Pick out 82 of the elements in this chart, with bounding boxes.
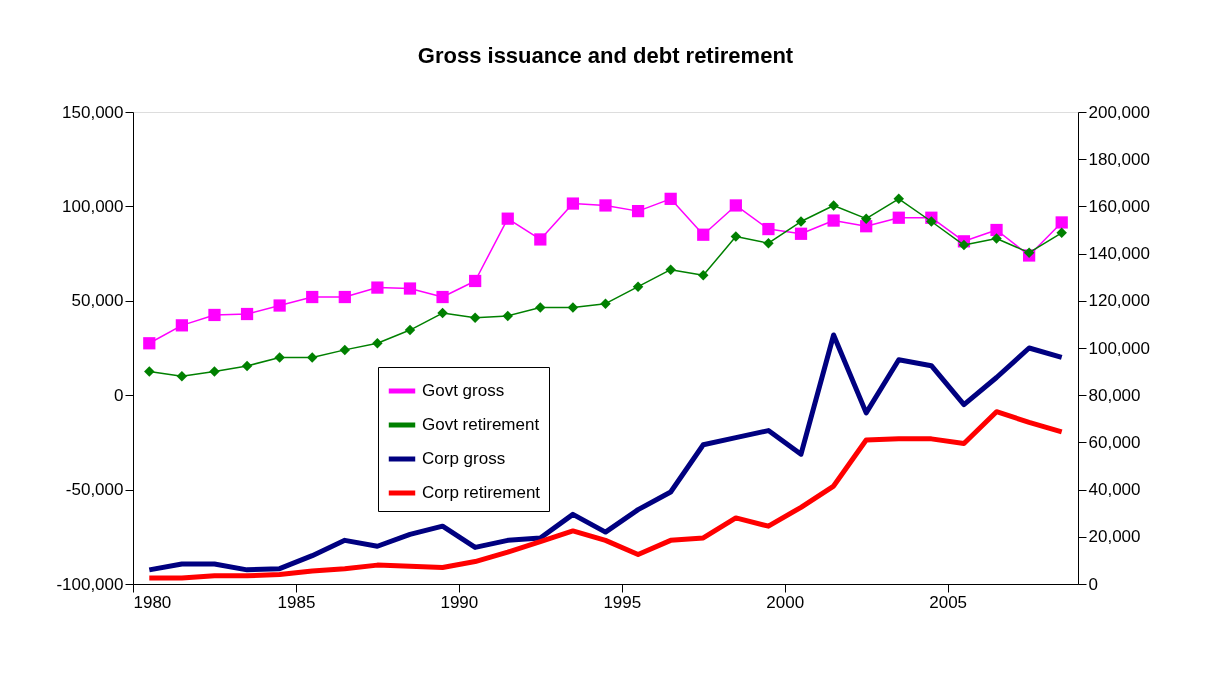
y2-tick-label: 40,000	[1088, 480, 1141, 500]
point	[892, 211, 905, 224]
point	[306, 352, 318, 363]
y2-tick-label: 20,000	[1088, 527, 1141, 547]
point	[795, 216, 807, 227]
y2-tick-label: 140,000	[1088, 244, 1150, 264]
point	[469, 274, 482, 288]
point	[566, 197, 580, 210]
point	[631, 205, 645, 218]
y-tick-label: 150,000	[62, 102, 124, 122]
point	[600, 298, 611, 309]
point	[144, 366, 155, 377]
point	[241, 360, 253, 372]
x-tick-label: 2000	[766, 592, 805, 612]
point	[567, 302, 579, 313]
legend-label: Govt gross	[422, 381, 505, 400]
point	[698, 270, 709, 281]
point	[1056, 227, 1067, 239]
point	[893, 193, 905, 205]
point	[372, 338, 383, 349]
x-tick-label: 1985	[277, 592, 316, 612]
y2-tick-label: 60,000	[1088, 432, 1141, 452]
point	[175, 319, 188, 332]
legend-label: Corp retirement	[422, 483, 541, 502]
point	[176, 371, 188, 382]
y2-tick-label: 160,000	[1088, 196, 1150, 216]
point	[502, 310, 513, 322]
point	[665, 264, 676, 275]
legend-label: Corp gross	[422, 449, 506, 468]
y2-tick-label: 0	[1088, 574, 1098, 594]
point	[436, 290, 449, 304]
point	[371, 281, 384, 294]
x-tick-label: 1995	[603, 592, 642, 612]
point	[209, 366, 220, 377]
point	[273, 299, 286, 312]
point	[143, 337, 156, 350]
point	[697, 228, 710, 241]
y-tick-label: -100,000	[56, 574, 124, 594]
y-tick-label: 50,000	[71, 291, 124, 311]
point	[240, 307, 254, 321]
y-tick-label: 0	[114, 385, 124, 405]
point	[794, 227, 808, 240]
y-tick-label: 100,000	[62, 196, 124, 216]
point	[827, 214, 840, 227]
point	[599, 199, 612, 212]
y2-tick-label: 180,000	[1088, 149, 1150, 169]
y2-tick-label: 80,000	[1088, 385, 1141, 405]
y2-tick-label: 100,000	[1088, 338, 1150, 358]
legend-label: Govt retirement	[422, 415, 540, 434]
point	[469, 312, 481, 324]
x-tick-label: 1990	[440, 592, 479, 612]
point	[437, 307, 448, 319]
point	[534, 233, 547, 246]
point	[860, 213, 872, 224]
point	[339, 344, 351, 356]
point	[338, 290, 351, 304]
point	[991, 233, 1002, 244]
point	[535, 302, 546, 313]
point	[926, 216, 937, 227]
y2-tick-label: 120,000	[1088, 291, 1150, 311]
point	[762, 222, 775, 236]
y-tick-label: -50,000	[65, 480, 124, 500]
chart-title: Gross issuance and debt retirement	[417, 43, 794, 68]
point	[763, 237, 774, 249]
point	[208, 308, 221, 322]
point	[664, 192, 677, 205]
y2-tick-label: 200,000	[1088, 102, 1150, 122]
point	[1055, 216, 1068, 229]
point	[730, 231, 742, 242]
point	[501, 212, 514, 225]
point	[1023, 247, 1035, 258]
point	[306, 290, 319, 304]
point	[274, 352, 285, 363]
x-tick-label: 2005	[929, 592, 968, 612]
point	[403, 282, 417, 295]
point	[990, 223, 1003, 237]
point	[729, 199, 742, 212]
x-tick-label: 1980	[133, 592, 172, 612]
point	[828, 200, 839, 211]
point	[632, 281, 644, 292]
point	[958, 239, 970, 251]
point	[404, 324, 416, 336]
